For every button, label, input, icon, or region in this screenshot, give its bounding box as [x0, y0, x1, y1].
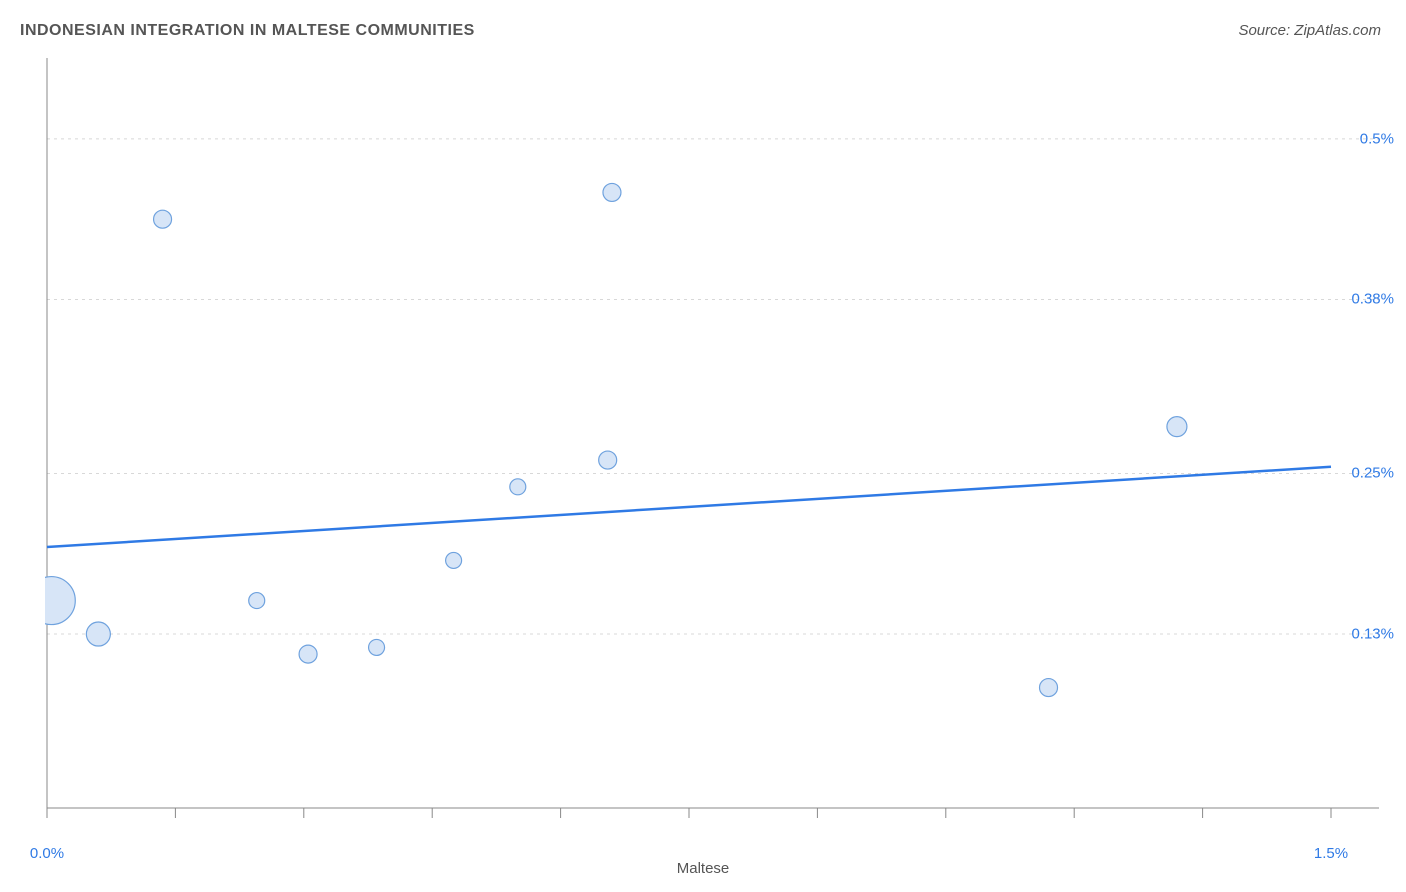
chart-container: INDONESIAN INTEGRATION IN MALTESE COMMUN…: [0, 0, 1406, 892]
y-tick-label: 0.25%: [1351, 465, 1394, 482]
plot-area: [45, 58, 1381, 838]
chart-title: INDONESIAN INTEGRATION IN MALTESE COMMUN…: [20, 22, 475, 40]
scatter-plot: [45, 58, 1381, 838]
y-tick-label: 0.5%: [1360, 130, 1394, 147]
data-point[interactable]: [510, 479, 526, 495]
x-tick-label: 1.5%: [1314, 845, 1348, 862]
data-point[interactable]: [599, 451, 617, 469]
data-point[interactable]: [446, 552, 462, 568]
data-point[interactable]: [249, 593, 265, 609]
data-point[interactable]: [154, 210, 172, 228]
data-point[interactable]: [1167, 417, 1187, 437]
data-point[interactable]: [603, 183, 621, 201]
source-attribution: Source: ZipAtlas.com: [1238, 22, 1381, 39]
data-point[interactable]: [1040, 679, 1058, 697]
x-tick-label: 0.0%: [30, 845, 64, 862]
y-tick-label: 0.13%: [1351, 626, 1394, 643]
data-point[interactable]: [86, 622, 110, 646]
x-axis-label: Maltese: [0, 860, 1406, 877]
data-point[interactable]: [299, 645, 317, 663]
data-point[interactable]: [369, 639, 385, 655]
y-tick-label: 0.38%: [1351, 291, 1394, 308]
data-point[interactable]: [45, 577, 75, 625]
